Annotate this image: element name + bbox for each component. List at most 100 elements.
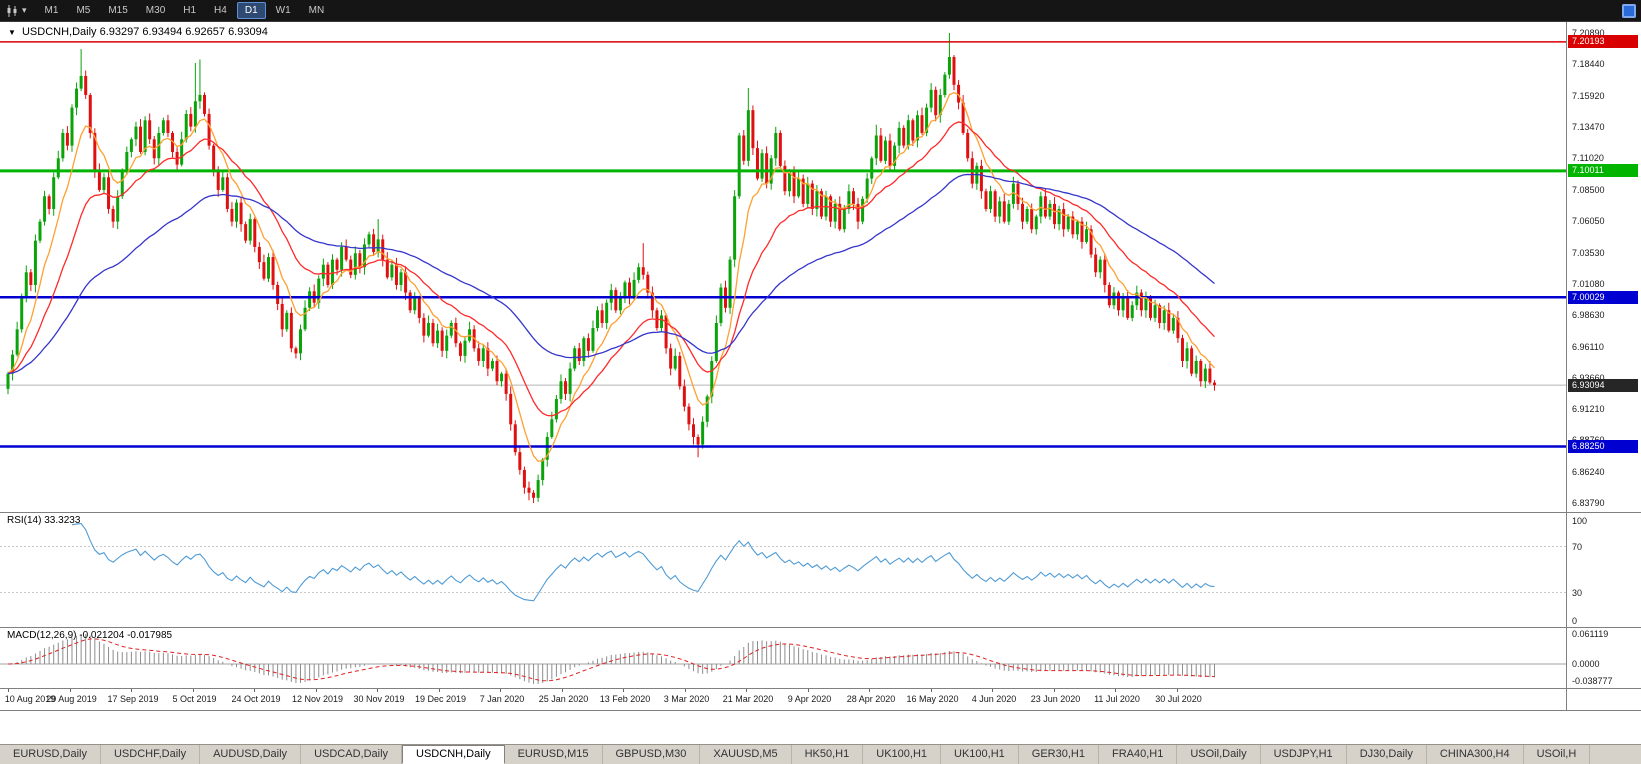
price-tick: 6.83790 [1572, 497, 1605, 508]
rsi-line [71, 523, 1215, 602]
tab-dj30-daily[interactable]: DJ30,Daily [1347, 745, 1427, 764]
collapse-arrow-icon[interactable]: ▼ [8, 28, 16, 37]
timeframe-button-m15[interactable]: M15 [108, 5, 128, 16]
timeframe-button-h4[interactable]: H4 [214, 5, 227, 16]
tab-audusd-daily[interactable]: AUDUSD,Daily [200, 745, 302, 764]
tab-usdjpy-h1[interactable]: USDJPY,H1 [1261, 745, 1347, 764]
tab-usdcnh-daily[interactable]: USDCNH,Daily [402, 745, 505, 764]
date-tick [1176, 688, 1178, 692]
tab-gbpusd-m30[interactable]: GBPUSD,M30 [603, 745, 701, 764]
timeframe-toolbar: ▾ M1 M5 M15 M30 H1 H4 D1 W1 MN [0, 0, 1641, 22]
macd-axis-label: 0.0000 [1572, 659, 1600, 669]
timeframe-button-h1[interactable]: H1 [183, 5, 197, 16]
tab-usoil-h[interactable]: USOil,H [1524, 745, 1591, 764]
tab-ger30-h1[interactable]: GER30,H1 [1019, 745, 1099, 764]
price-tick: 6.86240 [1572, 466, 1605, 477]
macd-axis-label: -0.038777 [1572, 676, 1613, 686]
timeframe-buttons: M1 M5 M15 M30 H1 H4 D1 W1 MN [37, 2, 333, 19]
ma-line-21 [7, 121, 1215, 417]
bottom-tabbar: EURUSD,Daily USDCHF,Daily AUDUSD,Daily USDC… [0, 744, 1641, 764]
date-label: 13 Feb 2020 [599, 694, 651, 704]
hline-price-badge-2: 7.00029 [1568, 290, 1638, 304]
date-label: 10 Aug 2019 [4, 694, 56, 704]
date-tick [377, 688, 378, 692]
tab-fra40-h1[interactable]: FRA40,H1 [1099, 745, 1178, 764]
date-tick [684, 688, 686, 692]
chart-type-icon[interactable] [4, 3, 20, 19]
tab-usdcad-daily[interactable]: USDCAD,Daily [301, 745, 403, 764]
date-tick [992, 688, 993, 692]
price-tick: 7.06050 [1572, 215, 1605, 226]
date-axis[interactable]: 10 Aug 2019 29 Aug 2019 17 Sep 2019 5 Oct 2… [0, 688, 1566, 710]
macd-histogram [12, 634, 1215, 684]
main-chart-panel[interactable]: ▼ USDCNH,Daily 6.93297 6.93494 6.92657 6… [0, 22, 1566, 512]
date-tick [131, 688, 132, 692]
price-tick: 7.08500 [1572, 184, 1605, 195]
main-chart-svg [0, 33, 1566, 503]
price-tick: 7.18440 [1572, 59, 1605, 70]
price-tick: 7.15920 [1572, 90, 1605, 101]
date-tick [500, 688, 501, 692]
date-label: 12 Nov 2019 [291, 694, 344, 704]
date-label: 30 Nov 2019 [353, 694, 405, 704]
price-tick: 7.11020 [1572, 153, 1604, 164]
date-label: 3 Mar 2020 [663, 694, 710, 704]
macd-axis-label: 0.061119 [1572, 629, 1609, 639]
toolbar-corner-icon[interactable] [1622, 4, 1636, 18]
rsi-axis-label: 70 [1572, 541, 1583, 552]
chevron-down-icon[interactable]: ▾ [22, 5, 27, 15]
date-label: 4 Jun 2020 [971, 694, 1017, 704]
macd-signal-line [7, 638, 1215, 682]
tab-uk100-h1[interactable]: UK100,H1 [863, 745, 942, 764]
price-tick: 6.98630 [1572, 309, 1605, 320]
tab-eurusd-daily[interactable]: EURUSD,Daily [0, 745, 101, 764]
rsi-axis-label: 0 [1572, 616, 1578, 626]
date-label: 28 Apr 2020 [846, 694, 896, 704]
tab-eurusd-m15[interactable]: EURUSD,M15 [505, 745, 603, 764]
timeframe-button-w1[interactable]: W1 [275, 5, 291, 16]
candles-glyph [7, 4, 17, 17]
chart-ohlc-quote: 6.93297 6.93494 6.92657 6.93094 [99, 26, 268, 38]
tab-usdchf-daily[interactable]: USDCHF,Daily [101, 745, 201, 764]
date-label: 5 Oct 2019 [172, 694, 217, 704]
date-label: 24 Oct 2019 [231, 694, 281, 704]
date-tick [746, 688, 747, 692]
date-tick [69, 688, 71, 692]
timeframe-button-mn[interactable]: MN [308, 5, 325, 16]
hline-price-badge-3: 6.88250 [1568, 439, 1638, 453]
rsi-axis-label: 30 [1572, 587, 1583, 598]
date-tick [192, 688, 194, 692]
panel-separator [0, 512, 1641, 513]
timeframe-button-d1[interactable]: D1 [236, 2, 266, 19]
date-label: 7 Jan 2020 [479, 694, 525, 704]
price-tick: 7.03530 [1572, 247, 1605, 258]
tab-usoil-daily[interactable]: USOil,Daily [1177, 745, 1261, 764]
date-tick [561, 688, 563, 692]
date-tick [254, 688, 255, 692]
macd-panel[interactable]: MACD(12,26,9) -0.021204 -0.017985 [0, 627, 1566, 688]
price-tick: 6.93660 [1572, 373, 1605, 383]
hline-price-badge-0: 7.20193 [1568, 35, 1638, 49]
chart-title: ▼ USDCNH,Daily 6.93297 6.93494 6.92657 6… [8, 26, 268, 38]
rsi-panel[interactable]: RSI(14) 33.3233 [0, 512, 1566, 627]
timeframe-button-m30[interactable]: M30 [145, 5, 166, 16]
date-tick [315, 688, 317, 692]
date-tick [930, 688, 932, 692]
rsi-title: RSI(14) 33.3233 [7, 515, 81, 526]
chart-symbol: USDCNH,Daily [21, 26, 97, 38]
date-label: 9 Apr 2020 [787, 694, 832, 704]
date-label: 17 Sep 2019 [107, 694, 159, 704]
date-tick [1053, 688, 1055, 692]
tab-uk100-h1[interactable]: UK100,H1 [941, 745, 1019, 764]
date-label: 25 Jan 2020 [538, 694, 589, 704]
price-tick: 6.91210 [1572, 403, 1605, 414]
date-tick [8, 688, 9, 692]
timeframe-button-m5[interactable]: M5 [76, 5, 91, 16]
tab-china300-h4[interactable]: CHINA300,H4 [1427, 745, 1524, 764]
date-label: 29 Aug 2019 [46, 694, 97, 704]
date-tick [807, 688, 809, 692]
tab-hk50-h1[interactable]: HK50,H1 [792, 745, 864, 764]
tab-xauusd-m5[interactable]: XAUUSD,M5 [700, 745, 792, 764]
price-axis[interactable]: 7.20890 7.18440 7.15920 7.13470 7.11020 7.085… [1566, 22, 1641, 710]
timeframe-button-m1[interactable]: M1 [44, 5, 59, 16]
